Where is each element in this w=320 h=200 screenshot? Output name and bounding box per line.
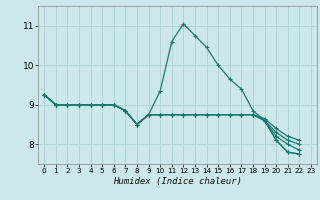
X-axis label: Humidex (Indice chaleur): Humidex (Indice chaleur)	[113, 177, 242, 186]
